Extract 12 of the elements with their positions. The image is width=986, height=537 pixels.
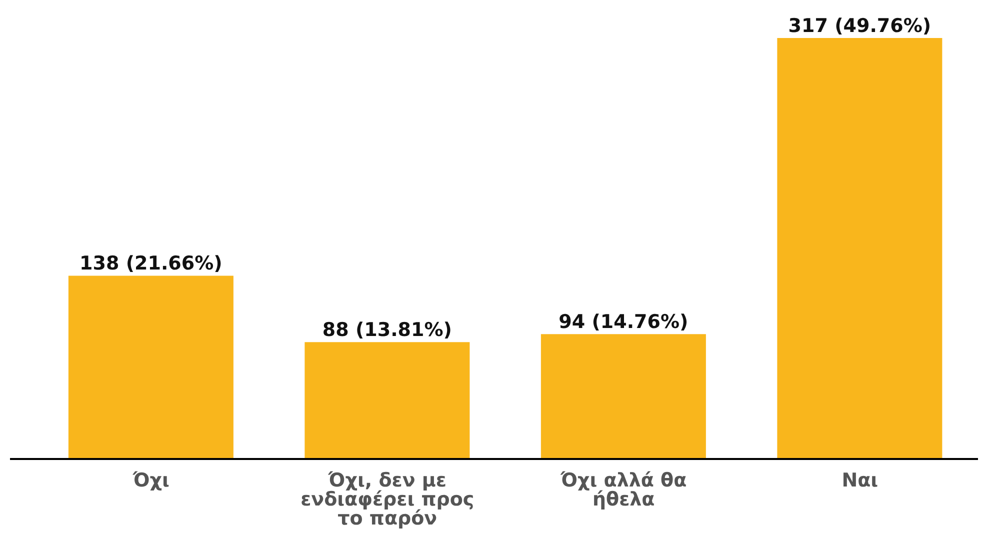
bar [540,334,706,459]
data-label: 138 (21.66%) [80,252,222,275]
data-label: 94 (14.76%) [558,311,688,334]
x-tick-label: Όχι, δεν με ενδιαφέρει προς το παρόν [300,469,474,530]
bar [304,342,470,459]
data-label: 88 (13.81%) [322,319,452,342]
x-tick-label: Όχι [132,469,170,492]
x-tick-label: Ναι [842,469,878,492]
data-label: 317 (49.76%) [788,15,932,37]
x-tick-label: Όχι αλλά θα ήθελα [560,469,687,510]
bar [68,276,234,459]
bar [777,38,942,459]
